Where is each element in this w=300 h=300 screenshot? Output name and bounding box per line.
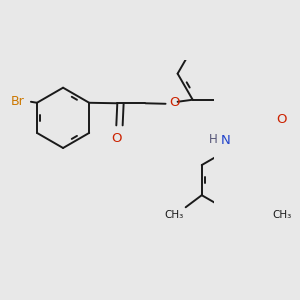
Text: CH₃: CH₃	[164, 210, 184, 220]
Text: O: O	[111, 132, 122, 146]
Text: CH₃: CH₃	[272, 210, 291, 220]
Text: O: O	[276, 113, 286, 126]
Text: H: H	[209, 134, 218, 146]
Text: Br: Br	[11, 95, 25, 108]
Text: N: N	[221, 134, 231, 147]
Text: O: O	[169, 96, 180, 109]
